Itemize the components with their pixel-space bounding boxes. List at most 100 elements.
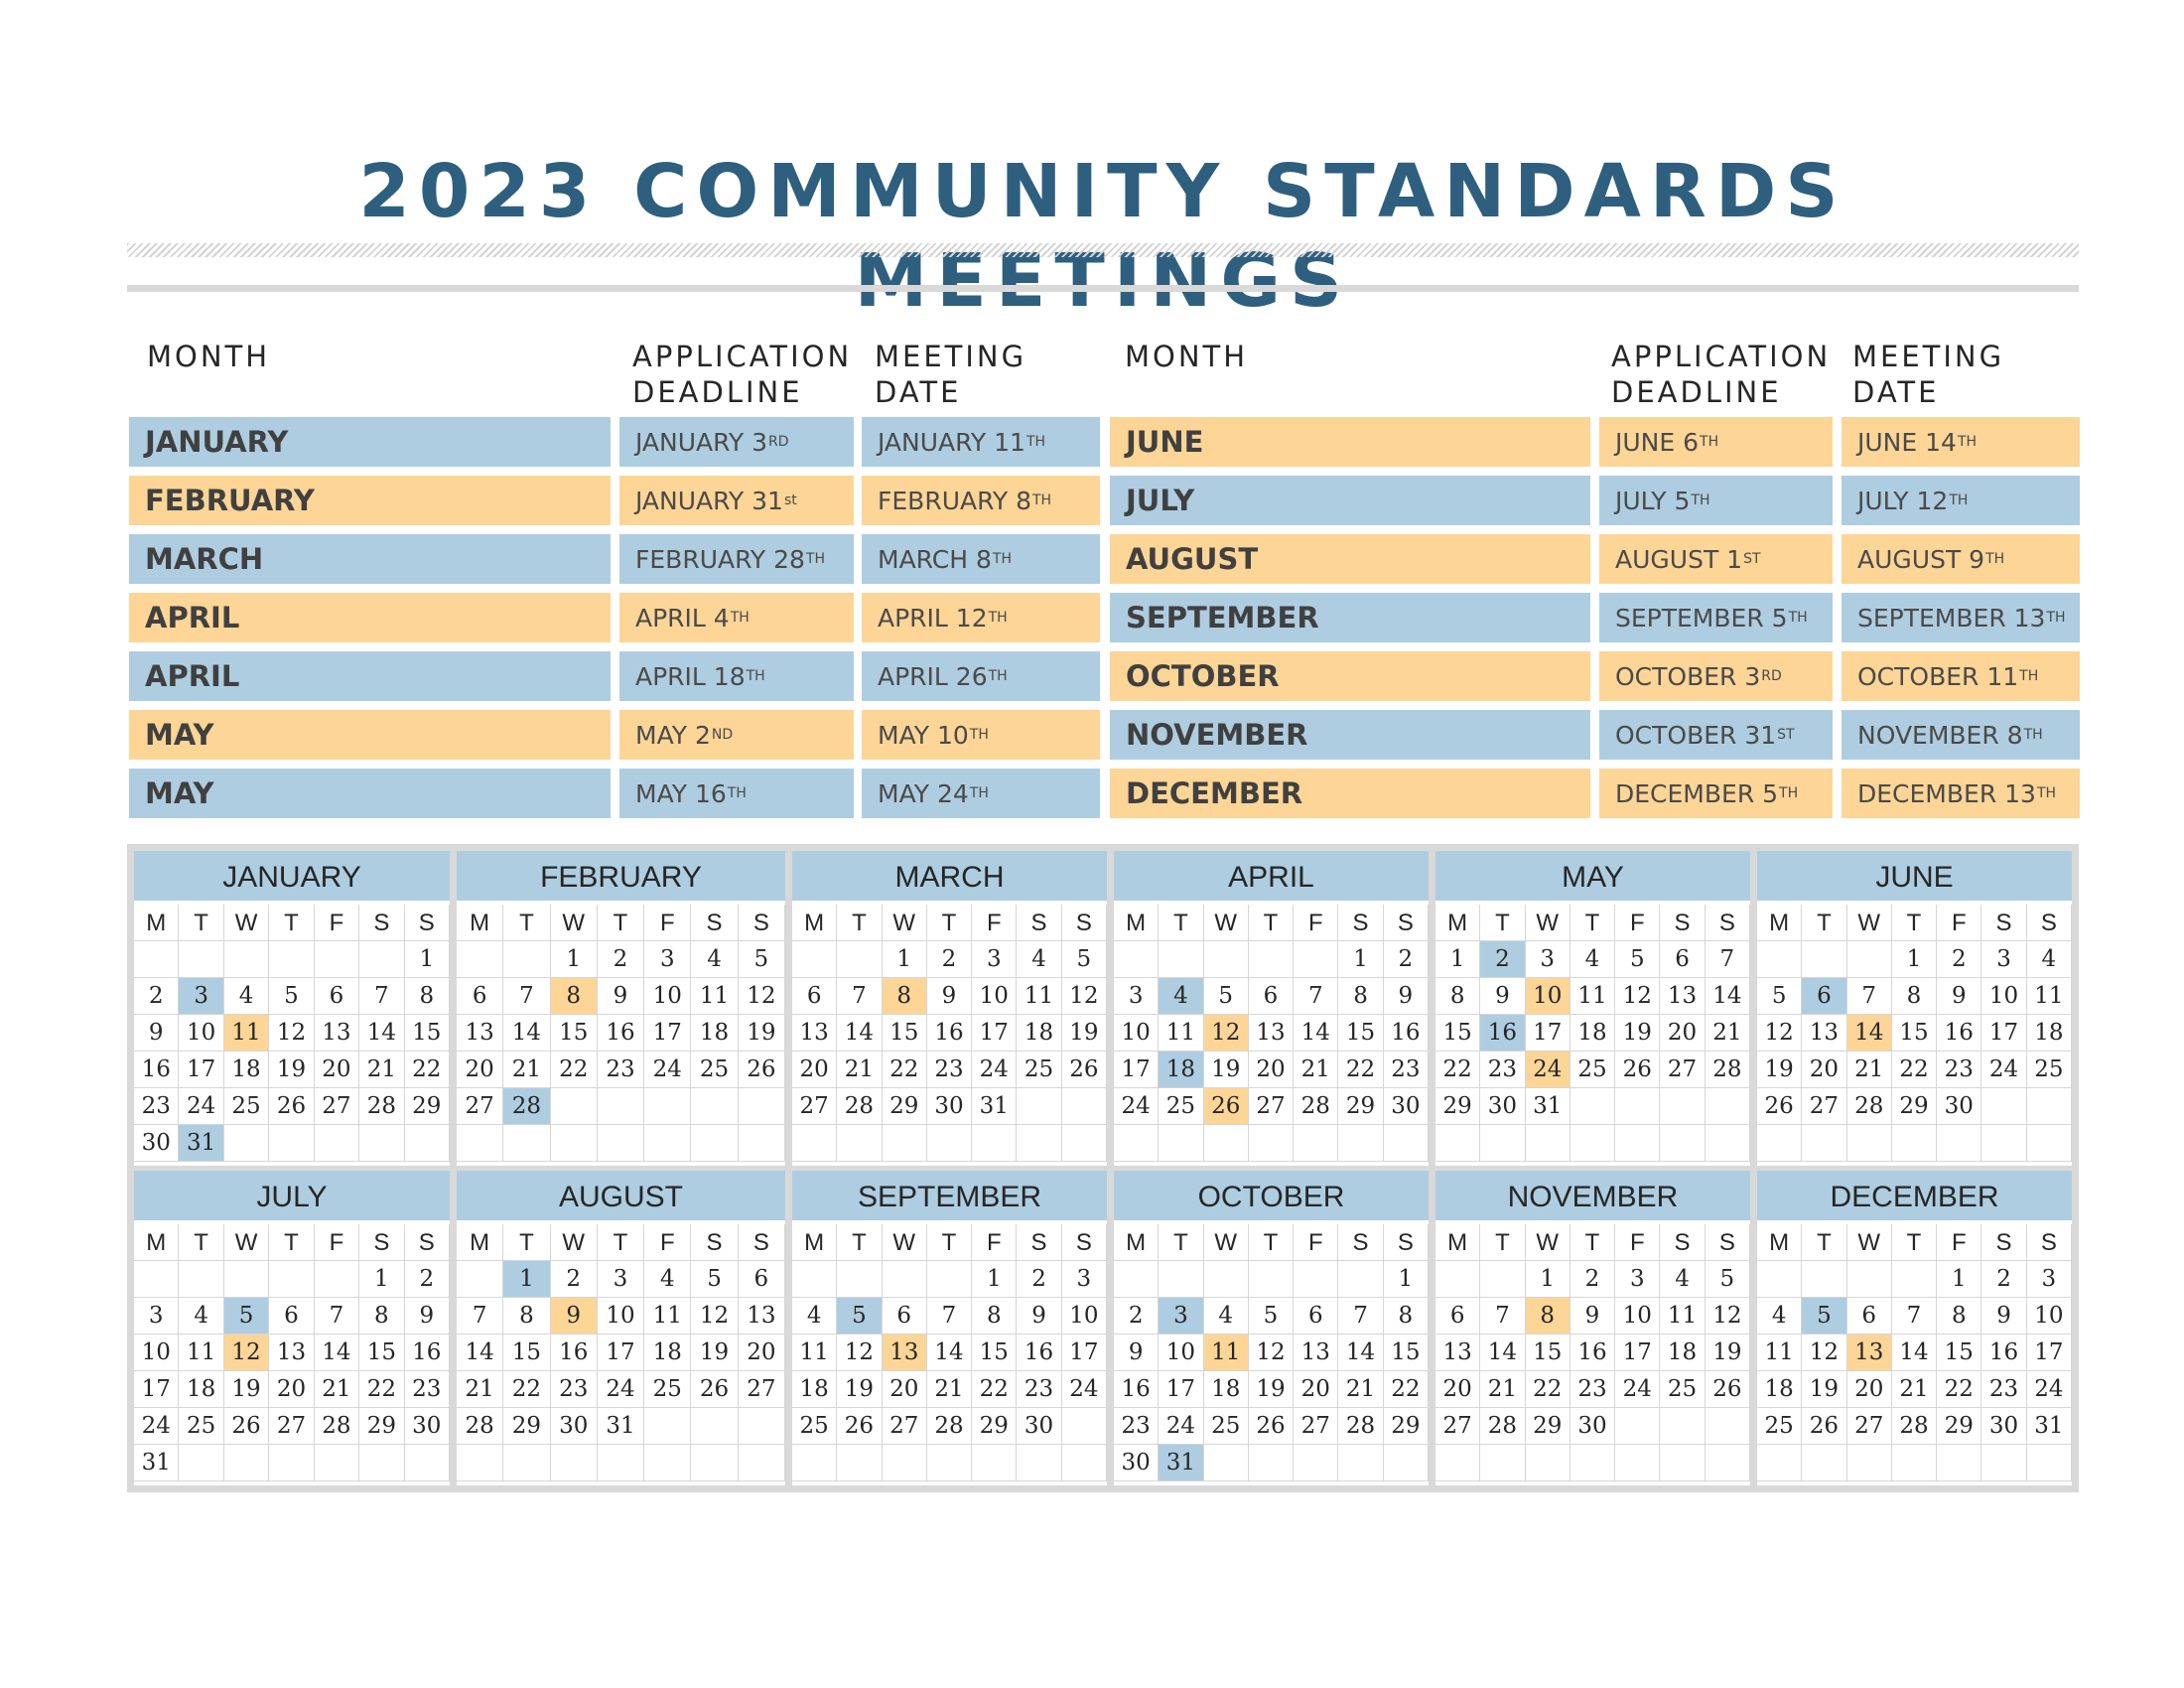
month-calendar-january: JANUARY M T W T F S S 1 2 3 4 5 6 7 8 9 10 11 12 13 14 15 16 17 1…	[134, 851, 450, 1166]
weekday-label: M	[792, 1224, 838, 1261]
empty-day-cell	[972, 1125, 1018, 1162]
empty-day-cell	[1294, 1445, 1339, 1481]
day-cell: 26	[1802, 1408, 1847, 1445]
day-cell: 23	[926, 1052, 973, 1088]
empty-day-cell	[1294, 1261, 1339, 1298]
day-cell: 3	[1615, 1261, 1661, 1298]
weekday-label: S	[1981, 905, 2027, 941]
weekday-label: F	[644, 1224, 692, 1261]
day-cell: 17	[972, 1015, 1018, 1052]
empty-day-cell	[1061, 1408, 1107, 1445]
day-cell: 15	[972, 1335, 1018, 1371]
empty-day-cell	[269, 1261, 315, 1298]
day-cell: 26	[269, 1088, 315, 1125]
day-cell: 26	[1705, 1371, 1750, 1408]
day-cell: 9	[1480, 978, 1526, 1015]
empty-day-cell	[1017, 1088, 1062, 1125]
deadline-day-cell: 31	[1159, 1445, 1204, 1481]
weekday-label: T	[1159, 1224, 1204, 1261]
day-cell: 29	[972, 1408, 1018, 1445]
day-cell: 19	[269, 1052, 315, 1088]
meeting-day-cell: 26	[1203, 1088, 1249, 1125]
meeting-day-cell: 11	[1203, 1335, 1249, 1371]
day-cell: 7	[1338, 1298, 1384, 1335]
empty-day-cell	[1525, 1125, 1570, 1162]
day-cell: 26	[837, 1408, 883, 1445]
day-grid: M T W T F S S 1 2 3 4 5 6 7 8 9 10 11 12 13 14 15 16 17 18 19 20 21…	[457, 1224, 785, 1485]
day-cell: 23	[404, 1371, 450, 1408]
day-cell: 2	[134, 978, 180, 1015]
day-cell: 9	[1937, 978, 1982, 1015]
schedule-month-cell: AUGUST	[1110, 534, 1590, 584]
day-grid: M T W T F S S 1 2 3 4 5 6 7 8 9 10 11 12 13 14 15 16 17 18 19 20 21…	[792, 905, 1107, 1166]
day-cell: 13	[1248, 1015, 1295, 1052]
day-cell: 4	[1660, 1261, 1706, 1298]
day-cell: 27	[1846, 1408, 1892, 1445]
weekday-label: S	[2026, 905, 2072, 941]
day-cell: 29	[1338, 1088, 1384, 1125]
empty-day-cell	[179, 1445, 224, 1481]
empty-day-cell	[792, 1261, 838, 1298]
day-cell: 16	[926, 1015, 973, 1052]
day-cell: 28	[314, 1408, 360, 1445]
empty-day-cell	[1248, 1445, 1295, 1481]
day-cell: 22	[1525, 1371, 1570, 1408]
schedule-month-cell: MAY	[129, 769, 611, 818]
day-cell: 30	[1570, 1408, 1616, 1445]
schedule-month-cell: MARCH	[129, 534, 611, 584]
weekday-label: T	[597, 1224, 645, 1261]
meeting-date-cell: MARCH 8 TH	[862, 534, 1100, 584]
month-name: FEBRUARY	[457, 851, 785, 901]
day-cell: 19	[691, 1335, 739, 1371]
month-name: JUNE	[1757, 851, 2072, 901]
empty-day-cell	[1705, 1408, 1750, 1445]
day-cell: 5	[1061, 941, 1107, 978]
deadline-day-cell: 18	[1159, 1052, 1204, 1088]
weekday-label: M	[134, 905, 180, 941]
day-cell: 14	[1891, 1335, 1938, 1371]
application-deadline-cell: OCTOBER 3 RD	[1599, 651, 1833, 701]
weekday-label: T	[597, 905, 645, 941]
schedule-month-cell: DECEMBER	[1110, 769, 1590, 818]
empty-day-cell	[644, 1088, 692, 1125]
weekday-label: M	[1757, 1224, 1803, 1261]
empty-day-cell	[1937, 1445, 1982, 1481]
day-cell: 10	[597, 1298, 645, 1335]
day-cell: 5	[269, 978, 315, 1015]
day-cell: 25	[644, 1371, 692, 1408]
day-cell: 12	[1061, 978, 1107, 1015]
day-cell: 4	[2026, 941, 2072, 978]
day-cell: 31	[134, 1445, 180, 1481]
day-cell: 10	[1061, 1298, 1107, 1335]
day-cell: 19	[1615, 1015, 1661, 1052]
day-cell: 27	[1660, 1052, 1706, 1088]
day-grid: M T W T F S S 1 2 3 4 5 6 7 8 9 10 11 12 13 14 15 16 17 18 19 20 21…	[792, 1224, 1107, 1485]
empty-day-cell	[404, 1125, 450, 1162]
day-cell: 5	[1705, 1261, 1750, 1298]
weekday-label: T	[1802, 1224, 1847, 1261]
empty-day-cell	[1757, 1261, 1803, 1298]
day-cell: 19	[738, 1015, 785, 1052]
day-cell: 25	[1570, 1052, 1616, 1088]
day-cell: 20	[1248, 1052, 1295, 1088]
day-cell: 27	[738, 1371, 785, 1408]
empty-day-cell	[1802, 941, 1847, 978]
day-cell: 22	[882, 1052, 927, 1088]
day-cell: 15	[503, 1335, 551, 1371]
empty-day-cell	[837, 1261, 883, 1298]
empty-day-cell	[597, 1445, 645, 1481]
weekday-label: W	[882, 905, 927, 941]
empty-day-cell	[134, 941, 180, 978]
header-meeting-left: MEETING DATE	[875, 340, 1027, 409]
weekday-label: T	[1891, 905, 1938, 941]
day-cell: 23	[1383, 1052, 1429, 1088]
empty-day-cell	[792, 1445, 838, 1481]
empty-day-cell	[1480, 1125, 1526, 1162]
day-cell: 22	[972, 1371, 1018, 1408]
empty-day-cell	[882, 1125, 927, 1162]
day-cell: 29	[1937, 1408, 1982, 1445]
empty-day-cell	[457, 1445, 504, 1481]
application-deadline-cell: MAY 2 ND	[619, 710, 854, 760]
schedule-month-cell: APRIL	[129, 651, 611, 701]
